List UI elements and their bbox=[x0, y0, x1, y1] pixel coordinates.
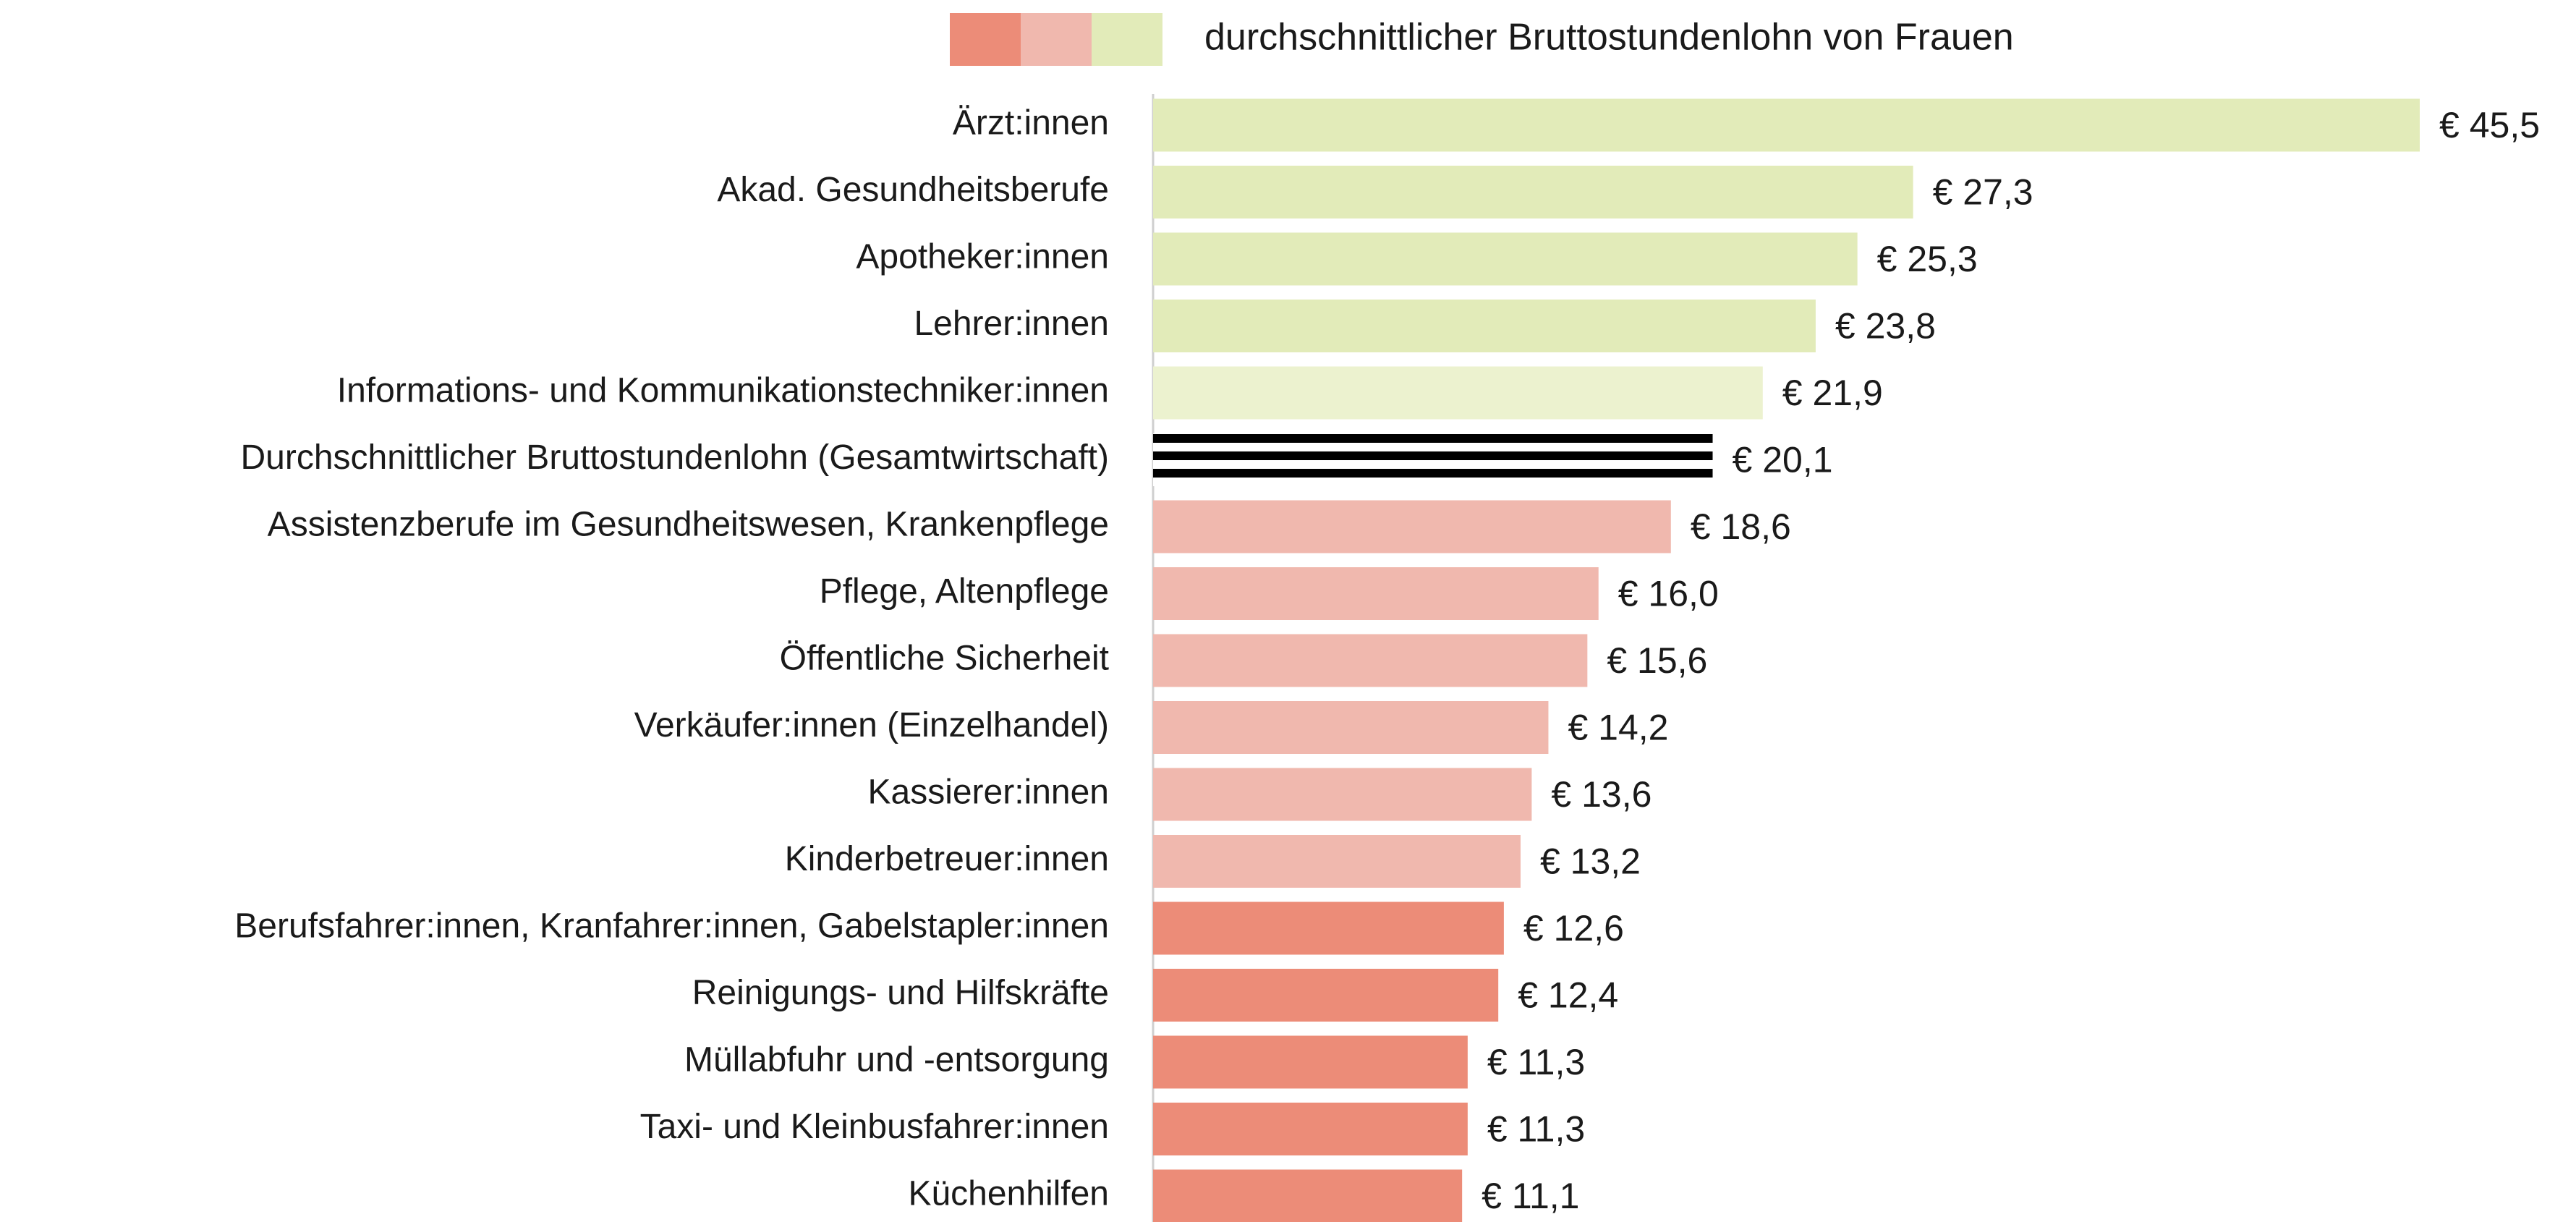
bar bbox=[1153, 232, 1858, 286]
bar bbox=[1153, 701, 1549, 754]
value-label: € 25,3 bbox=[1877, 239, 1978, 279]
value-label: € 11,3 bbox=[1487, 1042, 1585, 1082]
bar bbox=[1153, 634, 1588, 687]
legend-swatch bbox=[950, 13, 1021, 66]
category-label: Öffentliche Sicherheit bbox=[780, 640, 1109, 678]
value-label: € 11,1 bbox=[1482, 1176, 1579, 1216]
value-label: € 13,6 bbox=[1551, 774, 1652, 815]
category-label: Müllabfuhr und -entsorgung bbox=[684, 1041, 1109, 1079]
value-label: € 23,8 bbox=[1835, 306, 1936, 347]
bar bbox=[1153, 1169, 1463, 1222]
category-label: Lehrer:innen bbox=[914, 305, 1109, 343]
category-label: Informations- und Kommunikationstechnike… bbox=[337, 372, 1109, 410]
bar bbox=[1153, 768, 1532, 821]
value-label: € 11,3 bbox=[1487, 1109, 1585, 1150]
legend-label: durchschnittlicher Bruttostundenlohn von… bbox=[1204, 17, 2014, 59]
legend-swatch bbox=[1021, 13, 1092, 66]
category-label: Akad. Gesundheitsberufe bbox=[717, 171, 1109, 209]
category-label: Kinderbetreuer:innen bbox=[785, 840, 1109, 878]
bar bbox=[1153, 969, 1499, 1022]
value-label: € 20,1 bbox=[1733, 440, 1833, 480]
value-label: € 27,3 bbox=[1933, 172, 2033, 213]
value-label: € 12,6 bbox=[1523, 908, 1624, 949]
value-label: € 14,2 bbox=[1568, 708, 1668, 748]
value-label: € 15,6 bbox=[1607, 640, 1707, 681]
value-label: € 18,6 bbox=[1691, 506, 1791, 547]
category-label: Küchenhilfen bbox=[908, 1175, 1109, 1213]
value-label: € 16,0 bbox=[1618, 574, 1719, 614]
category-label: Verkäufer:innen (Einzelhandel) bbox=[634, 706, 1109, 744]
category-label: Berufsfahrer:innen, Kranfahrer:innen, Ga… bbox=[234, 907, 1109, 946]
category-label: Apotheker:innen bbox=[856, 238, 1109, 276]
category-label: Taxi- und Kleinbusfahrer:innen bbox=[640, 1108, 1109, 1146]
value-label: € 45,5 bbox=[2439, 105, 2540, 145]
value-label: € 21,9 bbox=[1782, 373, 1883, 413]
legend-swatch bbox=[1092, 13, 1162, 66]
value-label: € 12,4 bbox=[1518, 975, 1618, 1016]
bar bbox=[1153, 500, 1671, 553]
category-label: Pflege, Altenpflege bbox=[820, 572, 1109, 611]
category-label: Assistenzberufe im Gesundheitswesen, Kra… bbox=[268, 506, 1109, 544]
bar bbox=[1153, 835, 1521, 888]
bar bbox=[1153, 366, 1763, 420]
bar bbox=[1153, 300, 1816, 352]
value-label: € 13,2 bbox=[1540, 841, 1641, 882]
bar bbox=[1153, 166, 1913, 218]
bar bbox=[1153, 1035, 1468, 1089]
bar bbox=[1153, 433, 1713, 486]
bar bbox=[1153, 1103, 1468, 1155]
category-label: Reinigungs- und Hilfskräfte bbox=[692, 974, 1109, 1012]
category-label: Ärzt:innen bbox=[953, 104, 1109, 143]
bar bbox=[1153, 901, 1504, 955]
bar bbox=[1153, 98, 2420, 152]
category-label: Kassierer:innen bbox=[867, 773, 1109, 812]
category-label: Durchschnittlicher Bruttostundenlohn (Ge… bbox=[241, 438, 1110, 477]
bar bbox=[1153, 567, 1599, 620]
